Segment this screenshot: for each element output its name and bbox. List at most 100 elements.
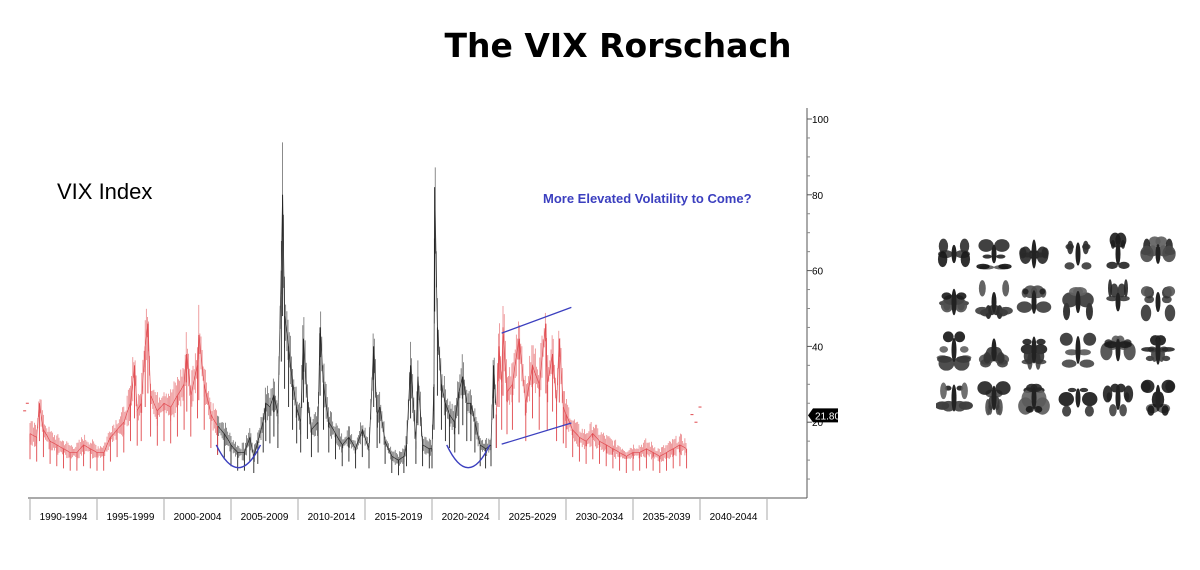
inkblot-lobe [1109, 404, 1117, 417]
inkblot-lobe [1016, 301, 1033, 313]
inkblot-lobe [1061, 359, 1077, 368]
y-tick-label: 60 [812, 267, 824, 278]
inkblot-23 [1102, 383, 1134, 417]
inkblot-lobe [1081, 262, 1092, 270]
inkblot-lobe [995, 381, 1011, 395]
last-value-tag-bg [808, 408, 838, 423]
inkblot-center [1031, 290, 1037, 314]
x-tick-label: 1990-1994 [40, 512, 88, 523]
inkblot-lobe [1117, 283, 1126, 298]
inkblot-lobe [953, 356, 970, 371]
chart-title: The VIX Rorschach [444, 26, 792, 65]
annotations: VIX Index More Elevated Volatility to Com… [57, 179, 752, 469]
inkblot-lobe [1036, 246, 1049, 264]
inkblot-lobe [976, 263, 990, 270]
inkblot-lobe [1079, 387, 1089, 393]
inkblot-lobe [975, 306, 990, 315]
inkblot-lobe [937, 251, 948, 268]
y-tick-label: 100 [812, 115, 829, 126]
inkblot-6 [1140, 236, 1176, 264]
last-value-tag: 21.80 [808, 408, 840, 423]
inkblot-lobe [960, 251, 971, 268]
last-value-label: 21.80 [815, 411, 840, 422]
inkblot-lobe [956, 292, 967, 300]
inkblot-lobe [1059, 332, 1073, 346]
inkblot-lobe [942, 331, 954, 343]
inkblot-18 [1141, 335, 1175, 365]
x-tick-label: 2000-2004 [174, 512, 222, 523]
inkblot-12 [1140, 286, 1176, 322]
inkblot-lobe [1064, 262, 1075, 270]
axes: 20 40 60 80 100 1990-1994 1995-1999 2000-2004 20… [28, 108, 840, 523]
x-tick-label: 2025-2029 [509, 512, 557, 523]
x-tick-label: 2020-2024 [442, 512, 490, 523]
inkblot-7 [939, 288, 969, 316]
inkblot-lobe [1102, 385, 1113, 403]
inkblot-lobe [1077, 349, 1091, 356]
inkblot-15 [1020, 336, 1048, 370]
inkblot-center [1115, 292, 1121, 312]
inkblot-lobe [1163, 286, 1176, 297]
inkblot-lobe [959, 346, 969, 353]
inkblot-lobe [1067, 387, 1077, 393]
inkblot-lobe [1036, 338, 1046, 346]
inkblot-lobe [1002, 280, 1010, 297]
inkblot-center [1075, 242, 1081, 266]
x-tick-label: 2015-2019 [375, 512, 423, 523]
inkblot-lobe [938, 238, 949, 254]
inkblot-center [951, 384, 957, 412]
x-tick-label: 2035-2039 [643, 512, 691, 523]
inkblot-center [1155, 384, 1161, 412]
inkblot-lobe [1147, 405, 1155, 416]
inkblot-lobe [1039, 288, 1046, 295]
inkblot-lobe [954, 331, 966, 343]
inkblot-lobe [1084, 405, 1094, 417]
inkblot-lobe [996, 254, 1006, 259]
inkblot-lobe [939, 346, 949, 353]
lower-channel-line [501, 422, 572, 445]
inkblot-lobe [978, 239, 994, 252]
inkblot-lobe [938, 356, 955, 371]
inkblot-lobe [1025, 405, 1034, 413]
inkblot-19 [936, 382, 973, 412]
inkblot-8 [975, 280, 1013, 319]
inkblot-lobe [998, 263, 1012, 270]
inkblot-lobe [1141, 347, 1155, 352]
inkblot-lobe [1162, 245, 1176, 263]
inkblot-lobe [982, 254, 992, 259]
inkblot-center [951, 288, 957, 316]
inkblot-lobe [1108, 279, 1113, 297]
inkblot-lobe [998, 306, 1013, 315]
inkblot-lobe [978, 280, 986, 297]
arc-2006 [215, 444, 262, 469]
inkblot-lobe [1161, 347, 1175, 352]
series-label: VIX Index [57, 179, 152, 204]
inkblot-center [991, 292, 997, 312]
inkblot-lobe [1083, 332, 1097, 346]
inkblot-lobe [1161, 379, 1176, 393]
inkblot-lobe [1123, 279, 1128, 297]
inkblot-lobe [1022, 288, 1029, 295]
inkblot-center [1075, 290, 1081, 314]
inkblot-center [1155, 291, 1161, 313]
y-tick-label: 80 [812, 191, 824, 202]
inkblot-lobe [1077, 292, 1094, 308]
inkblot-lobe [1079, 359, 1095, 368]
inkblot-center [1031, 386, 1037, 410]
inkblot-lobe [959, 238, 970, 254]
inkblot-lobe [1062, 292, 1079, 308]
inkblot-lobe [1118, 261, 1130, 269]
inkblot-center [991, 338, 997, 362]
inkblot-center [991, 244, 997, 264]
inkblot-center [991, 385, 997, 411]
inkblot-lobe [1034, 405, 1043, 413]
inkblot-lobe [1148, 236, 1161, 247]
inkblot-grid [936, 232, 1176, 417]
inkblot-lobe [1067, 240, 1074, 255]
inkblot-lobe [1085, 302, 1093, 321]
inkblot-center [1115, 243, 1121, 265]
inkblot-center [951, 244, 957, 264]
inkblot-4 [1064, 240, 1092, 270]
inkblot-5 [1106, 232, 1130, 269]
inkblot-3 [1019, 239, 1049, 269]
